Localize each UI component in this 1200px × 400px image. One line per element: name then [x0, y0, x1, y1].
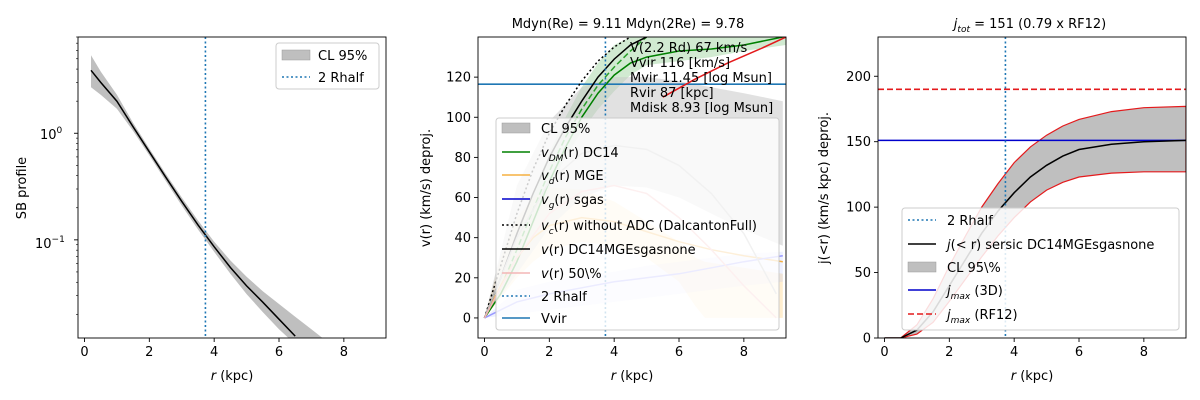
legend-label: vd(r) MGE: [541, 169, 604, 187]
annotation-rvir: Rvir 87 [kpc]: [630, 86, 714, 101]
panel-sb-frame: [77, 36, 387, 339]
x-tick-label: 6: [275, 345, 283, 360]
x-tick-label: 0: [480, 345, 488, 360]
legend-label: CL 95%: [318, 49, 367, 64]
x-tick-label: 4: [1010, 345, 1018, 360]
legend-label: v(r) DC14MGEsgasnone: [541, 243, 696, 258]
y-tick-label: 120: [446, 71, 471, 86]
panel-sb-ylabel: SB profile: [15, 157, 30, 219]
legend-label: 2 Rhalf: [541, 290, 587, 305]
annotation-v22: V(2.2 Rd) 67 km/s: [630, 41, 748, 56]
legend-label: j(< r) sersic DC14MGEsgasnone: [945, 238, 1154, 253]
y-tick-label: 100: [846, 201, 871, 216]
panel-sb-axes: 0 2 4 6 8: [74, 36, 348, 360]
x-tick-label: 4: [210, 345, 218, 360]
y-tick-label: 0: [863, 332, 871, 347]
legend-label: Vvir: [541, 312, 567, 327]
x-tick-label: 8: [1140, 345, 1148, 360]
panel-velocity-xlabel: r (kpc): [611, 369, 654, 384]
y-tick-label: 150: [846, 135, 871, 150]
x-tick-label: 0: [880, 345, 888, 360]
legend-box: [495, 117, 780, 331]
annotation-vvir: Vvir 116 [km/s]: [630, 56, 730, 71]
panel-j-legend: 2 Rhalf j(< r) sersic DC14MGEsgasnone CL…: [901, 207, 1180, 331]
legend-patch-icon: [281, 49, 311, 61]
panel-velocity-legend: CL 95% vDM(r) DC14 vd(r) MGE vg(r) sgas …: [495, 117, 780, 331]
annotation-mdisk: Mdisk 8.93 [log Msun]: [630, 101, 773, 116]
legend-label: v(r) 50\%: [541, 267, 602, 282]
y-tick-label: 0: [463, 311, 471, 326]
panel-j-ylabel: j(<r) (km/s kpc) deproj.: [817, 112, 832, 265]
y-tick-label: 40: [454, 231, 471, 246]
panel-sb-ytick-label: 100: [40, 126, 63, 143]
x-tick-label: 2: [145, 345, 153, 360]
legend-label: 2 Rhalf: [947, 214, 993, 229]
panel-sb-plot-area: [90, 37, 323, 338]
series-line: [662, 37, 786, 98]
legend-label: jmax (RF12): [945, 308, 1018, 326]
legend-label: 2 Rhalf: [318, 71, 364, 86]
x-tick-label: 6: [1075, 345, 1083, 360]
panel-velocity-frame: [477, 36, 787, 339]
panel-velocity-ylabel: v(r) (km/s) deproj.: [419, 129, 434, 247]
panel-sb-xlabel: r (kpc): [211, 369, 254, 384]
legend-label: vc(r) without ADC (DalcantonFull): [541, 219, 757, 237]
panel-velocity-annotations: V(2.2 Rd) 67 km/s Vvir 116 [km/s] Mvir 1…: [630, 41, 773, 116]
legend-label: vDM(r) DC14: [541, 146, 619, 164]
x-tick-label: 4: [610, 345, 618, 360]
legend-label: vg(r) sgas: [541, 193, 604, 211]
legend-label: CL 95%: [541, 122, 590, 137]
x-tick-label: 2: [945, 345, 953, 360]
panel-j-axes: 0 2 4 6 8 0 50 100 150 200: [846, 70, 1148, 360]
x-tick-label: 2: [545, 345, 553, 360]
y-tick-label: 60: [454, 191, 471, 206]
panel-j-frame: [877, 36, 1187, 339]
annotation-mvir: Mvir 11.45 [log Msun]: [630, 71, 772, 86]
legend-box: [901, 207, 1180, 331]
legend-patch-icon: [907, 261, 937, 273]
panel-sb-profile: 0 2 4 6 8 SB profile r (kpc) 100 10−1 CL 95%…: [15, 36, 387, 384]
legend-label: jmax (3D): [945, 284, 1003, 302]
panel-velocity-title: Mdyn(Re) = 9.11 Mdyn(2Re) = 9.78: [512, 17, 745, 32]
series-line: [90, 69, 296, 337]
y-tick-label: 100: [446, 111, 471, 126]
panel-sb-legend: CL 95% 2 Rhalf: [275, 42, 380, 90]
y-tick-label: 50: [854, 266, 871, 281]
x-tick-label: 8: [340, 345, 348, 360]
x-tick-label: 0: [80, 345, 88, 360]
legend-patch-icon: [501, 122, 531, 134]
legend-label: CL 95\%: [947, 261, 1001, 276]
panel-j-title: jtot = 151 (0.79 x RF12): [952, 17, 1106, 35]
panel-sb-ytick-label: 10−1: [35, 235, 65, 252]
y-tick-label: 20: [454, 271, 471, 286]
x-tick-label: 6: [675, 345, 683, 360]
y-tick-label: 80: [454, 151, 471, 166]
x-tick-label: 8: [740, 345, 748, 360]
panel-angular-momentum: 0 2 4 6 8 0 50 100 150 200 jtot = 151 (0.79 x RF1…: [817, 17, 1187, 384]
panel-j-xlabel: r (kpc): [1011, 369, 1054, 384]
y-tick-label: 200: [846, 70, 871, 85]
